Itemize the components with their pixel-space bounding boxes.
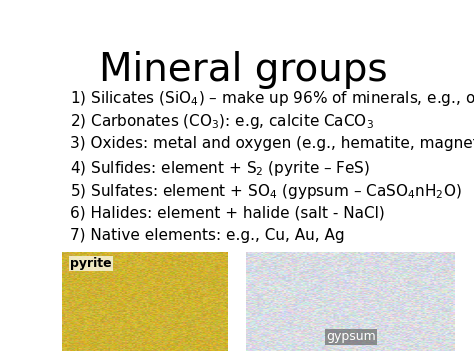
Text: Mineral groups: Mineral groups bbox=[99, 51, 387, 89]
Text: 3) Oxides: metal and oxygen (e.g., hematite, magnetite): 3) Oxides: metal and oxygen (e.g., hemat… bbox=[70, 136, 474, 151]
Text: 1) Silicates (SiO$_4$) – make up 96% of minerals, e.g., olivine: 1) Silicates (SiO$_4$) – make up 96% of … bbox=[70, 89, 474, 108]
Text: 6) Halides: element + halide (salt - NaCl): 6) Halides: element + halide (salt - NaC… bbox=[70, 205, 385, 220]
Text: 2) Carbonates (CO$_3$): e.g, calcite CaCO$_3$: 2) Carbonates (CO$_3$): e.g, calcite CaC… bbox=[70, 112, 374, 131]
Text: pyrite: pyrite bbox=[70, 257, 111, 270]
Text: 7) Native elements: e.g., Cu, Au, Ag: 7) Native elements: e.g., Cu, Au, Ag bbox=[70, 229, 345, 244]
Text: 5) Sulfates: element + SO$_4$ (gypsum – CaSO$_4$nH$_2$O): 5) Sulfates: element + SO$_4$ (gypsum – … bbox=[70, 182, 462, 201]
Text: gypsum: gypsum bbox=[326, 331, 375, 344]
Text: 4) Sulfides: element + S$_2$ (pyrite – FeS): 4) Sulfides: element + S$_2$ (pyrite – F… bbox=[70, 159, 371, 178]
